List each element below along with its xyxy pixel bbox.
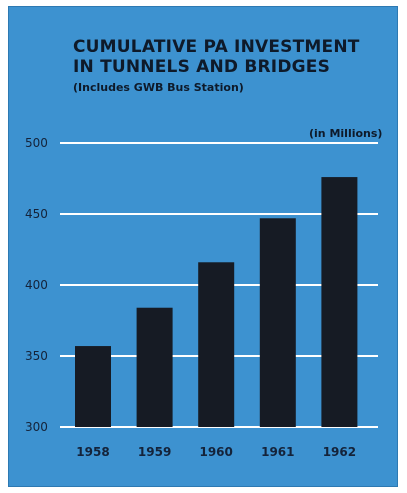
y-tick-label-350: 350: [25, 349, 48, 363]
y-tick-label-500: 500: [25, 136, 48, 150]
x-tick-label-1958: 1958: [76, 445, 109, 459]
bar-1961: [259, 218, 296, 427]
y-tick-label-400: 400: [25, 278, 48, 292]
x-tick-label-1962: 1962: [323, 445, 356, 459]
x-tick-label-1961: 1961: [261, 445, 294, 459]
bar-1958: [75, 346, 111, 427]
y-tick-label-450: 450: [25, 207, 48, 221]
bar-1960: [198, 262, 235, 427]
chart-title-line-1: CUMULATIVE PA INVESTMENT: [73, 37, 360, 57]
chart-subtitle: (Includes GWB Bus Station): [73, 81, 244, 94]
y-tick-label-300: 300: [25, 420, 48, 434]
chart-title: CUMULATIVE PA INVESTMENT IN TUNNELS AND …: [73, 37, 360, 77]
bar-1959: [136, 307, 173, 427]
bar-1962: [321, 177, 358, 427]
x-tick-label-1959: 1959: [138, 445, 171, 459]
units-label: (in Millions): [309, 127, 383, 140]
x-tick-label-1960: 1960: [199, 445, 232, 459]
chart-title-line-2: IN TUNNELS AND BRIDGES: [73, 57, 331, 77]
